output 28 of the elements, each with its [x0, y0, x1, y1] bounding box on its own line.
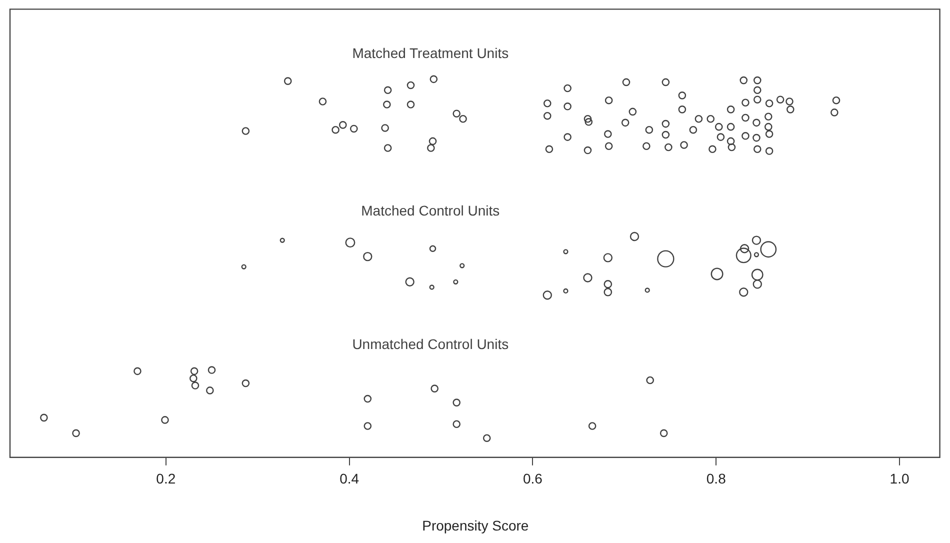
point [452, 398, 460, 406]
x-tick-label: 0.8 [706, 470, 726, 487]
point [72, 429, 80, 438]
point [190, 374, 198, 382]
point [430, 384, 438, 392]
point [364, 394, 372, 403]
x-tick-label: 0.2 [156, 470, 176, 487]
x-tick-label: 0.6 [522, 470, 543, 487]
point [191, 382, 200, 390]
point [208, 366, 216, 374]
point [40, 414, 48, 422]
text: Unmatched Control Units [352, 336, 509, 352]
point [242, 379, 250, 388]
x-tick-label: 0.4 [340, 470, 360, 487]
x-tick-label: 1.0 [890, 470, 910, 487]
point [161, 416, 169, 424]
series-label: Matched Treatment Units [352, 45, 509, 62]
series-label: Matched Control Units [361, 202, 500, 218]
point [588, 422, 596, 430]
point [660, 429, 668, 438]
x-axis-title: Propensity Score [422, 517, 529, 534]
point [206, 386, 214, 394]
point [190, 367, 198, 376]
point [134, 367, 142, 376]
point [646, 376, 654, 384]
point [364, 422, 372, 430]
point [452, 420, 460, 428]
point [482, 434, 491, 442]
